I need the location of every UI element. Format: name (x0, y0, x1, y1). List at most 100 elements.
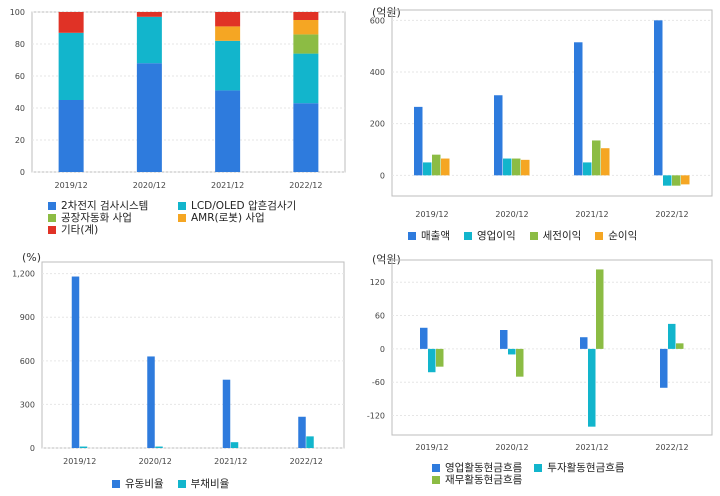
x-tick-label: 2021/12 (214, 457, 247, 466)
chart-panel-ratios: (%) 0 300 600 900 1,200 2019/12 2020/12 2021/12… (0, 248, 360, 496)
x-tick-label: 2022/12 (289, 181, 322, 190)
legend-item: 부채비율 (177, 478, 230, 490)
x-tick-label: 2020/12 (133, 181, 166, 190)
legend-swatch (595, 232, 604, 240)
bar (580, 337, 588, 349)
x-tick-label: 2021/12 (575, 210, 608, 219)
x-tick-label: 2019/12 (63, 457, 96, 466)
bar (298, 416, 306, 448)
chart-panel-cashflow: (억원) -120 -60 0 60 120 2019/12 2020/12 2021/12 2… (360, 248, 720, 496)
legend-item: 영업활동현금흐름 (432, 462, 522, 474)
y-tick-label: 400 (370, 68, 385, 77)
bar (441, 158, 450, 176)
bar (681, 175, 690, 185)
legend-swatch (48, 202, 56, 210)
legend: 영업활동현금흐름 투자활동현금흐름 재무활동현금흐름 (432, 462, 625, 486)
legend-swatch (48, 214, 56, 222)
legend-swatch (432, 464, 440, 472)
bar (432, 154, 441, 176)
y-tick-label: 0 (30, 444, 35, 453)
bar (428, 348, 436, 373)
legend: 매출액 영업이익 세전이익 순이익 (408, 230, 637, 242)
legend-label: LCD/OLED 압흔검사기 (191, 200, 297, 212)
bar (71, 276, 80, 448)
bar (293, 12, 319, 20)
legend-item: 매출액 (408, 230, 450, 242)
legend-label: 공장자동화 사업 (61, 212, 132, 224)
bar (508, 348, 516, 355)
legend-label: 기타(계) (61, 224, 99, 236)
legend-item: 순이익 (595, 230, 637, 242)
bar (500, 330, 508, 349)
bar (215, 90, 241, 172)
bar (588, 348, 596, 427)
legend-label: 2차전지 검사시스템 (61, 200, 149, 212)
x-tick-label: 2022/12 (655, 210, 688, 219)
y-tick-label: 1,200 (12, 270, 35, 279)
bar (436, 348, 444, 367)
chart-income: 0 200 400 600 2019/12 2020/12 2021/12 2022/12 (370, 9, 713, 219)
x-tick-label: 2019/12 (415, 210, 448, 219)
x-tick-label: 2022/12 (655, 443, 688, 452)
legend-swatch (48, 226, 56, 234)
y-tick-label: 900 (20, 313, 35, 322)
x-tick-label: 2019/12 (415, 443, 448, 452)
unit-label: (%) (22, 251, 42, 264)
x-tick-label: 2020/12 (495, 443, 528, 452)
bar (654, 20, 663, 176)
chart-ratios: 0 300 600 900 1,200 2019/12 2020/12 2021/12 2022… (12, 261, 345, 466)
y-tick-label: 120 (370, 278, 385, 287)
bar (512, 158, 521, 176)
legend: 유동비율 부채비율 (112, 478, 229, 490)
bar (516, 348, 524, 377)
bar (306, 436, 314, 448)
legend-swatch (178, 202, 186, 210)
x-tick-label: 2019/12 (55, 181, 88, 190)
y-tick-label: 0 (380, 171, 385, 180)
bar (215, 40, 241, 91)
bar (58, 12, 84, 33)
plot-border (391, 259, 713, 436)
y-tick-label: 20 (15, 136, 25, 145)
chart-revenue-mix: 0 20 40 60 80 100 2019/12 2020/12 2021/12 2022/12 (10, 8, 346, 190)
legend-item: 영업이익 (463, 230, 516, 242)
bar (147, 356, 155, 448)
legend-label: 영업이익 (476, 230, 516, 242)
bar (230, 442, 239, 448)
bar (222, 379, 231, 448)
bar (215, 26, 241, 41)
y-tick-label: 60 (375, 312, 385, 321)
legend-swatch (432, 476, 440, 484)
chart-cashflow: -120 -60 0 60 120 2019/12 2020/12 2021/12 2022/1… (367, 259, 713, 452)
y-tick-label: 60 (15, 72, 25, 81)
bar (293, 103, 319, 172)
legend-item: 세전이익 (529, 230, 581, 242)
y-tick-label: 100 (10, 8, 25, 17)
legend-label: 유동비율 (125, 478, 164, 490)
legend-item: AMR(로봇) 사업 (178, 212, 265, 224)
legend-swatch (112, 480, 120, 488)
y-tick-label: 300 (20, 400, 35, 409)
x-tick-label: 2021/12 (575, 443, 608, 452)
legend-item: LCD/OLED 압흔검사기 (178, 200, 296, 212)
legend-swatch (529, 232, 538, 240)
bar (136, 16, 162, 64)
legend-label: 순이익 (608, 230, 638, 242)
bar (293, 20, 319, 35)
bar (494, 95, 503, 176)
unit-label: (억원) (372, 6, 401, 19)
x-tick-label: 2021/12 (211, 181, 244, 190)
y-tick-label: -60 (372, 378, 385, 387)
legend-label: AMR(로봇) 사업 (191, 212, 265, 224)
chart-panel-revenue-mix: 0 20 40 60 80 100 2019/12 2020/12 2021/12 2022/12… (0, 0, 360, 248)
x-tick-label: 2020/12 (139, 457, 172, 466)
x-tick-label: 2022/12 (290, 457, 323, 466)
legend-item: 2차전지 검사시스템 (48, 200, 166, 212)
bar (601, 148, 610, 176)
unit-label: (억원) (372, 253, 401, 266)
plot-border (41, 261, 345, 449)
legend-label: 부채비율 (190, 478, 230, 490)
bar (592, 140, 601, 176)
legend-item: 공장자동화 사업 (48, 212, 166, 224)
chart-panel-income: (억원) 0 200 400 600 2019/12 2020/12 2021/12 2022… (360, 0, 720, 248)
